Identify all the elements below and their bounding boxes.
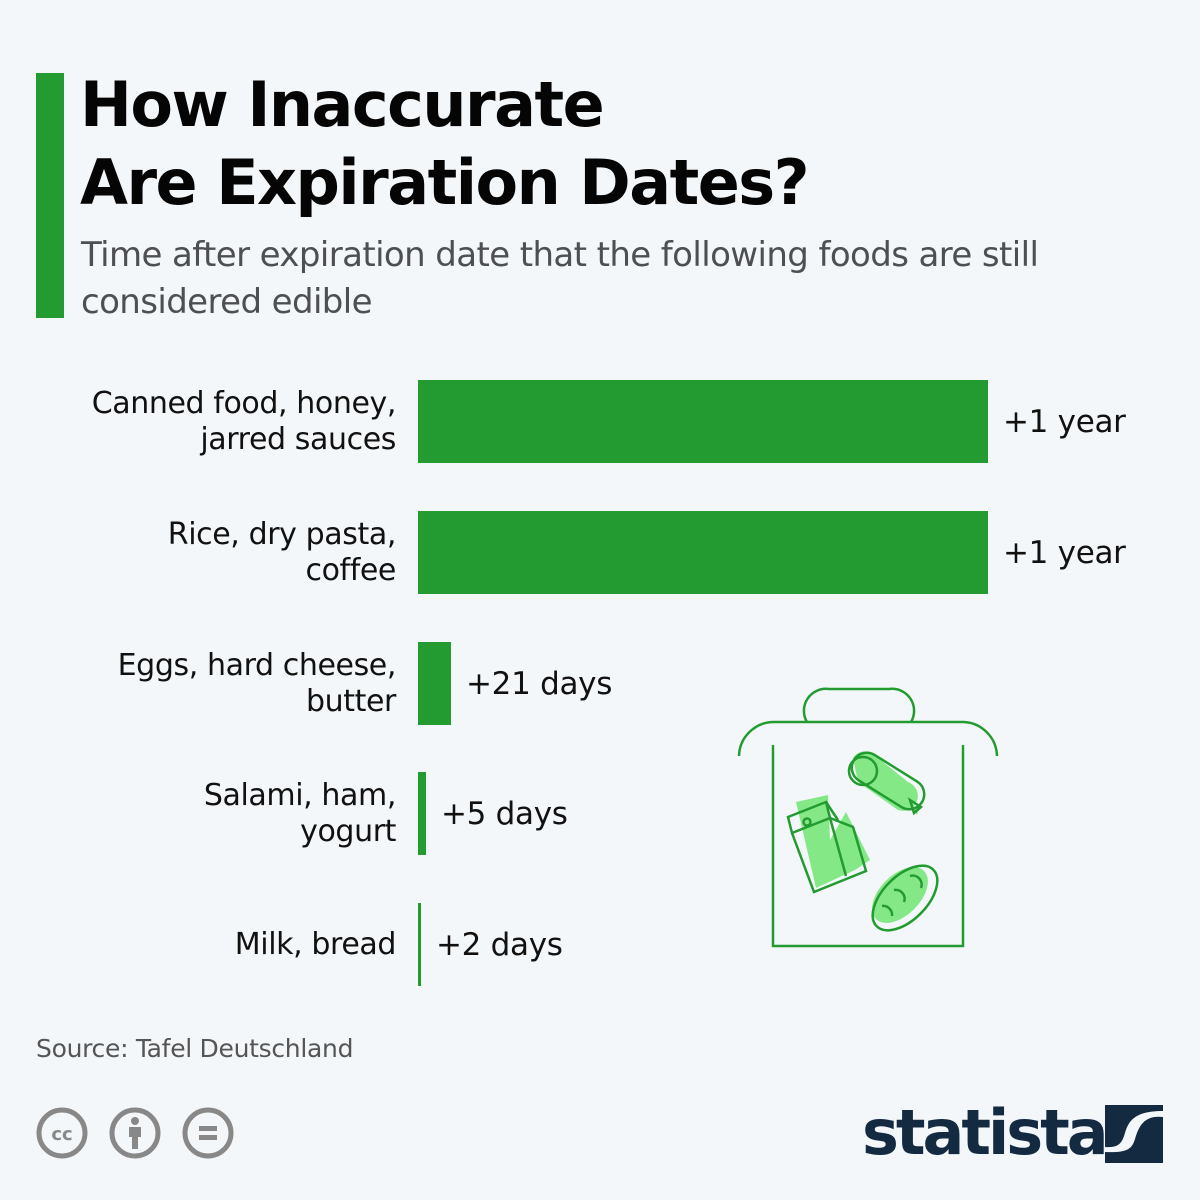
subtitle: Time after expiration date that the foll… [81,235,1039,322]
no-derivatives-icon[interactable] [182,1107,234,1159]
page-title: How Inaccurate Are Expiration Dates? [80,66,810,222]
source-note: Source: Tafel Deutschland [36,1034,354,1063]
category-label: Rice, dry pasta, coffee [167,516,397,588]
svg-text:cc: cc [51,1124,72,1145]
cc-icon[interactable]: cc [36,1107,88,1159]
category-label: Canned food, honey, jarred sauces [91,385,397,457]
bar [418,380,988,463]
bar-row: Canned food, honey, jarred sauces +1 year [0,380,1200,463]
bar [418,772,426,855]
title-line-2: Are Expiration Dates? [80,146,810,219]
bar [418,903,421,986]
attribution-icon[interactable] [109,1107,161,1159]
statista-logo[interactable]: statista [862,1096,1109,1169]
value-label: +5 days [441,795,568,832]
value-label: +1 year [1003,403,1126,440]
bar-row: Salami, ham, yogurt +5 days [0,772,1200,855]
bar [418,511,988,594]
category-label: Eggs, hard cheese, butter [117,647,397,719]
value-label: +2 days [436,926,563,963]
value-label: +21 days [466,665,613,702]
value-label: +1 year [1003,534,1126,571]
title-line-1: How Inaccurate [80,68,605,141]
category-label: Milk, bread [234,926,397,962]
bar-row: Rice, dry pasta, coffee +1 year [0,511,1200,594]
grocery-bag-icon [737,687,999,948]
bar-row: Milk, bread +2 days [0,903,1200,986]
bar [418,642,451,725]
category-label: Salami, ham, yogurt [203,777,397,849]
statista-logo-mark-icon [1105,1105,1163,1163]
bar-row: Eggs, hard cheese, butter +21 days [0,642,1200,725]
title-accent-bar [36,73,64,318]
